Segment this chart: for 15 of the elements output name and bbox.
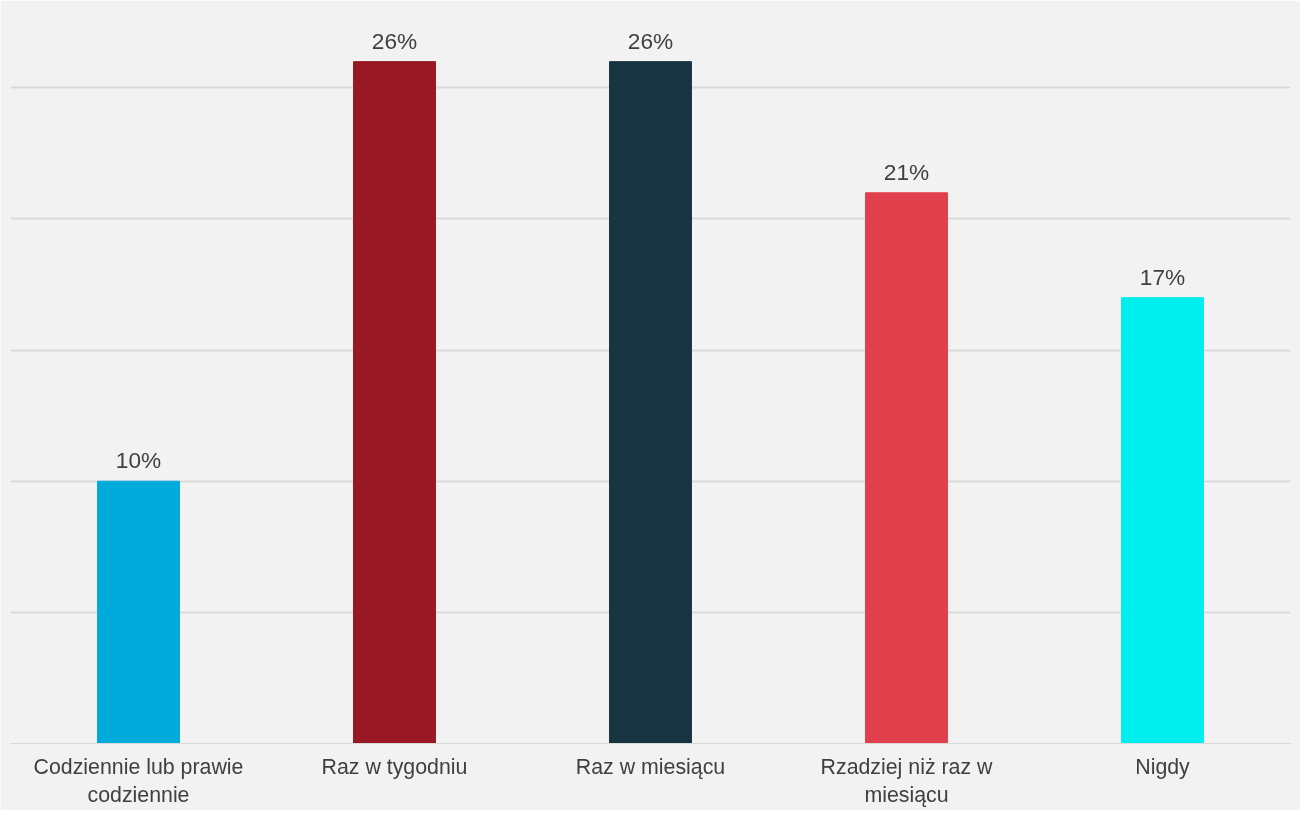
x-tick-label: Rzadziej niż raz w miesiącu — [820, 754, 994, 808]
data-label: 21% — [883, 158, 930, 185]
data-label: 10% — [115, 447, 162, 474]
data-label: 17% — [1139, 263, 1186, 290]
x-tick-label: Codziennie lub prawie codziennie — [33, 754, 244, 808]
bar — [865, 192, 948, 744]
bar — [1121, 297, 1204, 744]
x-tick-label: Raz w tygodniu — [321, 754, 468, 779]
x-tick-label: Nigdy — [1135, 754, 1191, 779]
data-label: 26% — [627, 27, 674, 54]
bar — [97, 480, 180, 744]
x-tick-label: Raz w miesiącu — [575, 754, 726, 779]
bar — [353, 61, 436, 744]
data-label: 26% — [371, 27, 418, 54]
bar — [609, 61, 692, 744]
